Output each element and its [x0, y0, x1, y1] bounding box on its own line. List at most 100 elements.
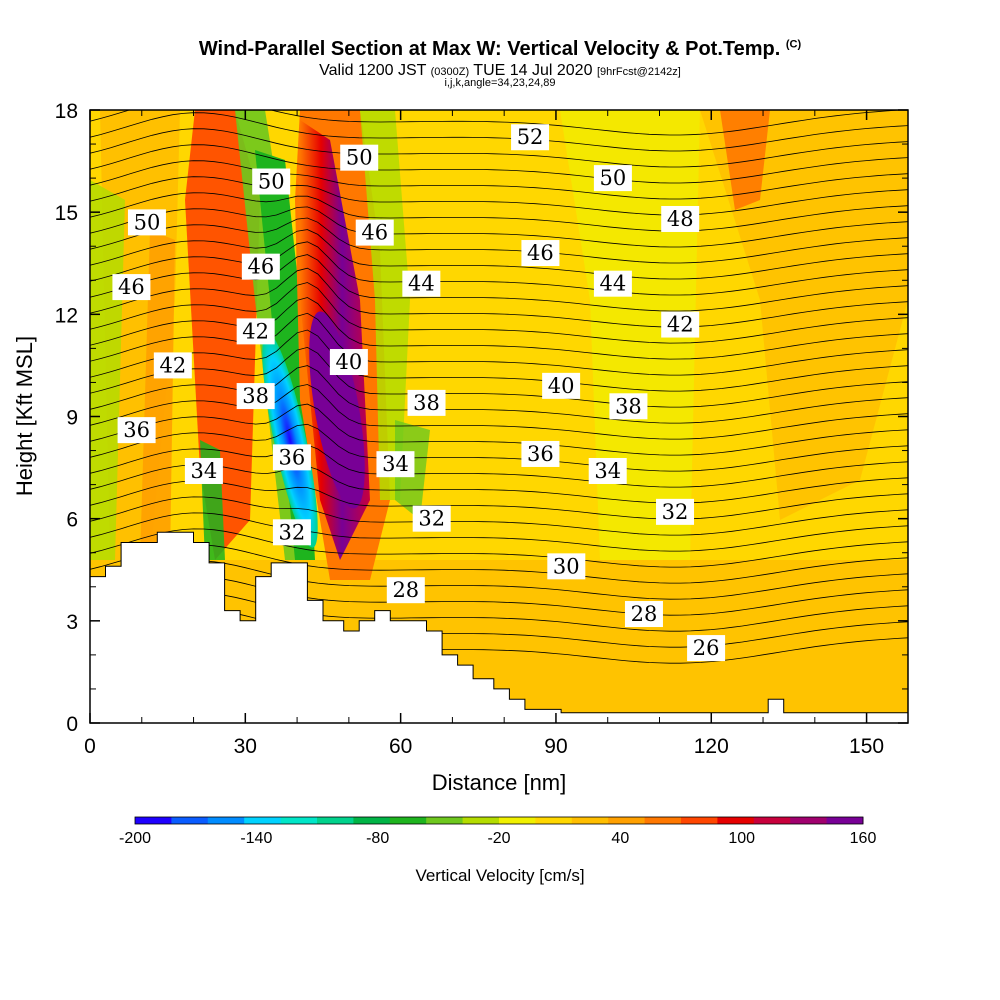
contour-label-text: 46: [247, 255, 274, 279]
theta-contour-label: 32: [412, 505, 451, 532]
contour-label-box: [272, 444, 311, 471]
y-tick-label: 0: [66, 713, 78, 736]
theta-contour: [90, 254, 908, 312]
theta-contour: [90, 229, 908, 280]
contour-label-box: [386, 577, 425, 604]
theta-contour-label: 48: [661, 205, 700, 232]
contour-label-text: 36: [123, 418, 150, 442]
contour-label-box: [511, 124, 550, 151]
theta-contour: [90, 464, 908, 504]
colorbar-swatch: [280, 817, 318, 824]
contour-label-text: 32: [279, 520, 306, 544]
colorbar-tick-label: -80: [366, 830, 389, 847]
theta-contour-lines: [90, 110, 908, 664]
theta-contour-label: 44: [593, 270, 632, 297]
colorbar-swatch: [753, 817, 791, 824]
theta-contour: [90, 128, 908, 168]
contour-label-box: [593, 270, 632, 297]
contour-label-box: [547, 553, 586, 580]
theta-contour: [90, 560, 908, 600]
contour-label-text: 42: [159, 353, 186, 377]
theta-contour: [90, 206, 908, 248]
theta-contour: [90, 528, 908, 568]
contour-label-box: [687, 635, 726, 662]
theta-contour-label: 26: [687, 635, 726, 662]
theta-contour-label: 50: [340, 144, 379, 171]
theta-contour: [90, 480, 908, 520]
contour-label-box: [236, 318, 275, 345]
colorbar-tick-label: -200: [119, 830, 151, 847]
contour-label-text: 42: [242, 319, 269, 343]
contour-label-box: [542, 372, 581, 399]
theta-contour-label: 52: [511, 124, 550, 151]
y-axis-title: Height [Kft MSL]: [12, 336, 37, 496]
theta-contour-label: 40: [329, 349, 368, 376]
x-tick-label: 60: [389, 735, 412, 758]
theta-contour-label: 50: [593, 165, 632, 192]
theta-contour-label: 42: [661, 311, 700, 338]
contour-label-text: 50: [134, 210, 161, 234]
contour-label-text: 32: [418, 507, 445, 531]
contour-label-text: 50: [346, 146, 373, 170]
contour-label-text: 38: [242, 384, 269, 408]
theta-contour: [90, 346, 908, 408]
colorbar-tick-label: 100: [728, 830, 755, 847]
theta-contour: [90, 592, 908, 632]
y-tick-label: 12: [55, 304, 78, 327]
contour-label-box: [588, 457, 627, 484]
colorbar-swatch: [499, 817, 536, 824]
contour-label-text: 40: [335, 350, 362, 374]
contour-label-text: 34: [191, 459, 218, 483]
colorbar-swatch: [644, 817, 682, 824]
theta-contour: [90, 512, 908, 552]
contour-label-box: [407, 389, 446, 416]
theta-contour: [90, 496, 908, 536]
contour-label-text: 44: [408, 272, 435, 296]
theta-contour: [90, 444, 908, 488]
contour-label-box: [376, 451, 415, 478]
theta-contour-label: 36: [521, 440, 560, 467]
contour-label-text: 50: [600, 166, 627, 190]
theta-contour: [90, 217, 908, 264]
y-tick-label: 9: [66, 407, 78, 430]
theta-contour-label: 46: [241, 253, 280, 280]
contour-label-text: 38: [615, 394, 642, 418]
theta-contour: [90, 403, 908, 456]
contour-label-text: 52: [517, 125, 544, 149]
contour-label-box: [329, 349, 368, 376]
theta-contour: [90, 192, 908, 232]
contour-label-text: 48: [667, 207, 694, 231]
contour-label-box: [252, 168, 291, 195]
x-axis-title: Distance [nm]: [432, 770, 567, 795]
theta-contour-label: 32: [272, 519, 311, 546]
chart-subtitle: Valid 1200 JST (0300Z) TUE 14 Jul 2020 […: [319, 62, 681, 79]
y-tick-label: 18: [55, 100, 78, 123]
contour-label-text: 42: [667, 313, 694, 337]
contour-label-text: 40: [548, 374, 575, 398]
contour-label-box: [402, 270, 441, 297]
contour-label-box: [661, 311, 700, 338]
colorbar-outline: [134, 816, 864, 825]
colorbar-tick-label: 40: [611, 830, 629, 847]
theta-contour: [90, 112, 908, 152]
y-tick-label: 3: [66, 611, 78, 634]
contour-label-text: 34: [382, 452, 409, 476]
colorbar-swatch: [571, 817, 609, 824]
theta-contour-label: 36: [117, 417, 156, 444]
theta-contour-label: 34: [588, 457, 627, 484]
terrain-mask: [89, 531, 909, 724]
contour-label-text: 46: [118, 275, 145, 299]
theta-contour: [90, 144, 908, 184]
x-tick-label: 30: [234, 735, 257, 758]
colorbar-swatch: [135, 817, 172, 824]
colorbar-swatch: [244, 817, 282, 824]
contour-label-box: [355, 219, 394, 246]
contour-label-box: [272, 519, 311, 546]
theta-contour: [90, 544, 908, 584]
theta-contour-label: 46: [355, 219, 394, 246]
x-tick-label: 150: [849, 735, 884, 758]
theta-contour: [90, 384, 908, 440]
theta-contour: [90, 160, 908, 200]
